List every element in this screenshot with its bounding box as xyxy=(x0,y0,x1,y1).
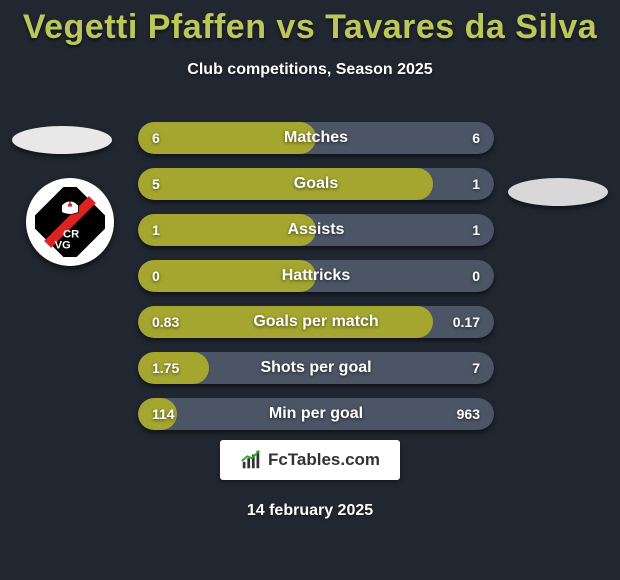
stat-label: Goals per match xyxy=(138,306,494,338)
stat-row: 0.830.17Goals per match xyxy=(138,306,494,338)
page-title: Vegetti Pfaffen vs Tavares da Silva xyxy=(0,8,620,47)
chart-icon xyxy=(240,449,262,471)
footer-date: 14 february 2025 xyxy=(0,502,620,520)
stat-label: Shots per goal xyxy=(138,352,494,384)
stat-row: 00Hattricks xyxy=(138,260,494,292)
stat-row: 51Goals xyxy=(138,168,494,200)
club-logo-left: CR VG xyxy=(26,178,114,266)
stat-row: 114963Min per goal xyxy=(138,398,494,430)
brand-badge[interactable]: FcTables.com xyxy=(220,440,400,480)
svg-text:CR: CR xyxy=(63,228,79,240)
page-subtitle: Club competitions, Season 2025 xyxy=(0,61,620,79)
stat-label: Goals xyxy=(138,168,494,200)
svg-text:VG: VG xyxy=(55,240,71,252)
stat-label: Matches xyxy=(138,122,494,154)
comparison-card: Vegetti Pfaffen vs Tavares da Silva Club… xyxy=(0,0,620,580)
vasco-crest-icon: CR VG xyxy=(35,187,105,257)
stat-row: 11Assists xyxy=(138,214,494,246)
stat-row: 1.757Shots per goal xyxy=(138,352,494,384)
stat-label: Hattricks xyxy=(138,260,494,292)
team-left-shape xyxy=(12,126,112,154)
stat-bars: 66Matches 51Goals 11Assists 00Hattricks 0.83… xyxy=(138,122,494,444)
team-right-shape xyxy=(508,178,608,206)
stat-row: 66Matches xyxy=(138,122,494,154)
brand-text: FcTables.com xyxy=(268,450,380,470)
stat-label: Min per goal xyxy=(138,398,494,430)
stat-label: Assists xyxy=(138,214,494,246)
